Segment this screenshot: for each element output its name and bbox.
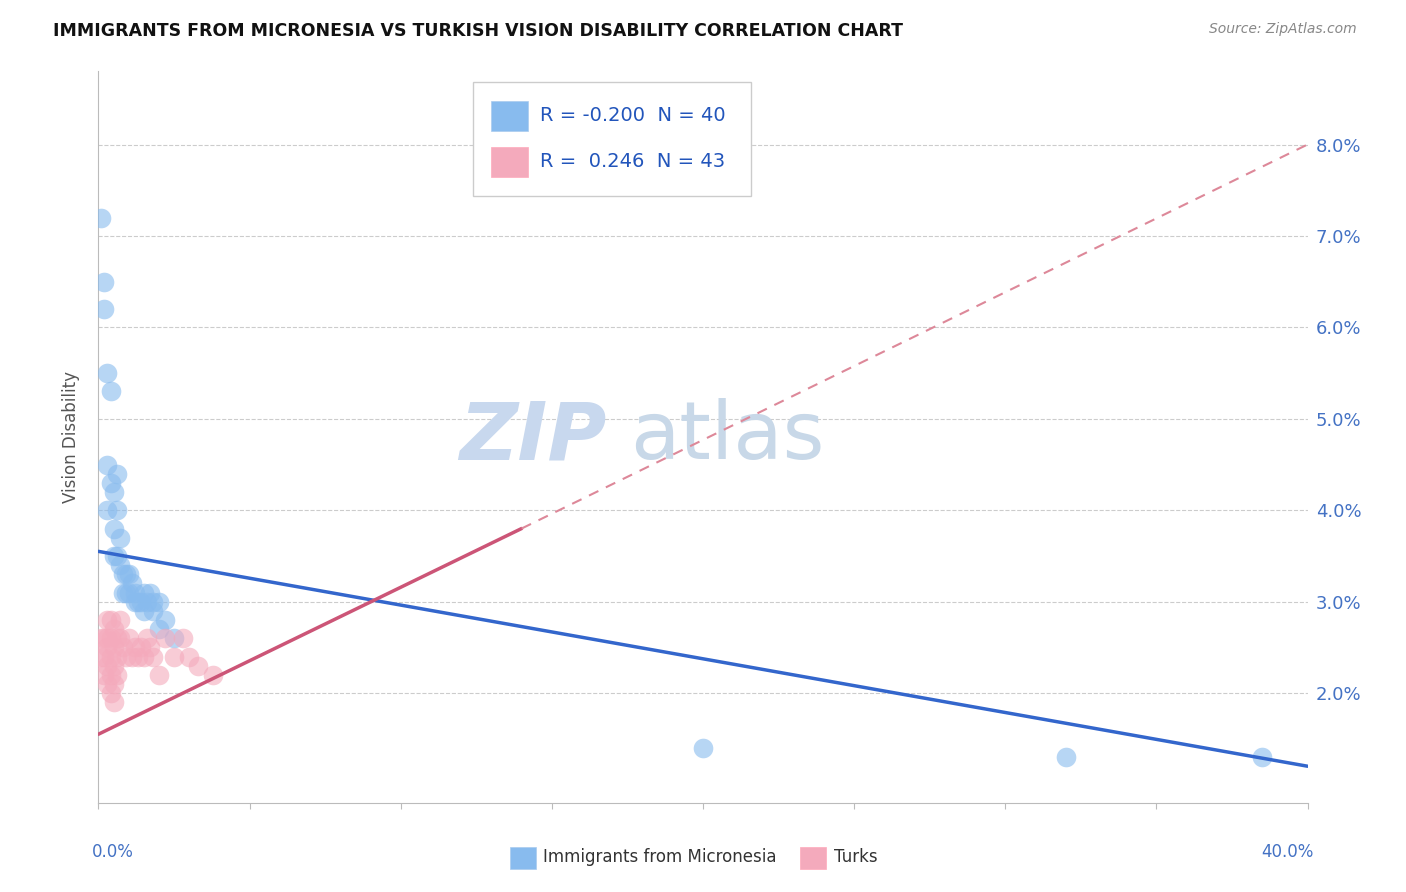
Point (105, 467, 128, 481)
Point (124, 640, 146, 655)
Point (90, 632, 112, 646)
Point (96, 613, 118, 627)
Point (142, 594, 165, 608)
Point (103, 549, 125, 563)
Y-axis label: Vision Disability: Vision Disability (62, 371, 80, 503)
Point (121, 576, 143, 591)
Text: 0.0%: 0.0% (93, 843, 134, 861)
Point (124, 594, 146, 608)
Point (187, 658, 209, 673)
Point (142, 604, 165, 618)
FancyBboxPatch shape (474, 82, 751, 195)
Point (202, 667, 225, 682)
Text: R =  0.246  N = 43: R = 0.246 N = 43 (540, 152, 725, 171)
Point (96, 640, 118, 655)
Point (93, 275, 115, 289)
Point (105, 503, 128, 517)
Point (111, 567, 134, 582)
Point (96, 366, 118, 380)
Text: R = -0.200  N = 40: R = -0.200 N = 40 (540, 106, 725, 125)
Point (153, 632, 176, 646)
Point (103, 640, 125, 655)
FancyBboxPatch shape (800, 847, 827, 869)
Point (129, 640, 152, 655)
Point (111, 585, 134, 599)
Point (114, 585, 136, 599)
Point (132, 604, 155, 618)
Point (129, 594, 152, 608)
Text: ZIP: ZIP (458, 398, 606, 476)
Text: atlas: atlas (630, 398, 825, 476)
Point (142, 649, 165, 664)
Point (127, 594, 149, 608)
Point (148, 667, 170, 682)
Point (111, 640, 134, 655)
Point (692, 740, 714, 755)
Point (118, 585, 141, 599)
Point (118, 632, 141, 646)
Point (93, 649, 115, 664)
Text: IMMIGRANTS FROM MICRONESIA VS TURKISH VISION DISABILITY CORRELATION CHART: IMMIGRANTS FROM MICRONESIA VS TURKISH VI… (53, 22, 904, 40)
Point (132, 649, 155, 664)
Point (100, 632, 122, 646)
Point (153, 613, 176, 627)
Point (93, 667, 115, 682)
Point (124, 585, 146, 599)
FancyBboxPatch shape (492, 146, 527, 178)
Point (135, 594, 157, 608)
Point (93, 632, 115, 646)
Point (103, 622, 125, 636)
Text: Immigrants from Micronesia: Immigrants from Micronesia (543, 848, 778, 866)
Point (172, 632, 194, 646)
Point (105, 649, 128, 664)
Point (93, 301, 115, 317)
Point (108, 613, 131, 627)
Point (163, 649, 186, 664)
Point (96, 503, 118, 517)
Point (103, 485, 125, 500)
Point (139, 640, 162, 655)
Point (121, 649, 143, 664)
Point (100, 649, 122, 664)
Point (108, 558, 131, 573)
Point (100, 667, 122, 682)
Point (105, 632, 128, 646)
Point (148, 622, 170, 636)
Point (90, 649, 112, 664)
Point (96, 658, 118, 673)
Text: Turks: Turks (834, 848, 877, 866)
Point (127, 649, 149, 664)
Text: Source: ZipAtlas.com: Source: ZipAtlas.com (1209, 22, 1357, 37)
Point (148, 594, 170, 608)
Point (139, 585, 162, 599)
Point (100, 384, 122, 399)
Point (100, 686, 122, 700)
Point (1054, 750, 1077, 764)
Point (118, 567, 141, 582)
Point (1251, 750, 1274, 764)
Point (114, 649, 136, 664)
Point (114, 567, 136, 582)
FancyBboxPatch shape (492, 101, 527, 131)
Point (132, 585, 155, 599)
Point (96, 458, 118, 472)
Point (108, 531, 131, 545)
Point (103, 521, 125, 535)
Point (163, 632, 186, 646)
Point (135, 632, 157, 646)
Point (103, 677, 125, 691)
Point (96, 677, 118, 691)
Point (179, 649, 201, 664)
Point (90, 211, 112, 225)
FancyBboxPatch shape (509, 847, 536, 869)
Point (103, 695, 125, 709)
Point (108, 632, 131, 646)
Point (96, 632, 118, 646)
Point (105, 549, 128, 563)
Point (103, 658, 125, 673)
Point (100, 475, 122, 490)
Text: 40.0%: 40.0% (1261, 843, 1313, 861)
Point (105, 667, 128, 682)
Point (100, 613, 122, 627)
